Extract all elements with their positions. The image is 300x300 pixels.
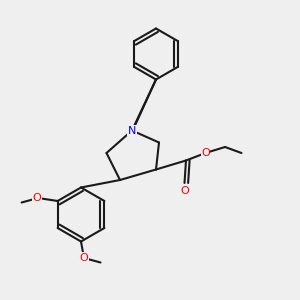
Text: O: O: [201, 148, 210, 158]
Text: O: O: [180, 185, 189, 196]
Text: O: O: [33, 193, 42, 203]
Text: N: N: [128, 125, 136, 136]
Text: O: O: [80, 253, 88, 263]
